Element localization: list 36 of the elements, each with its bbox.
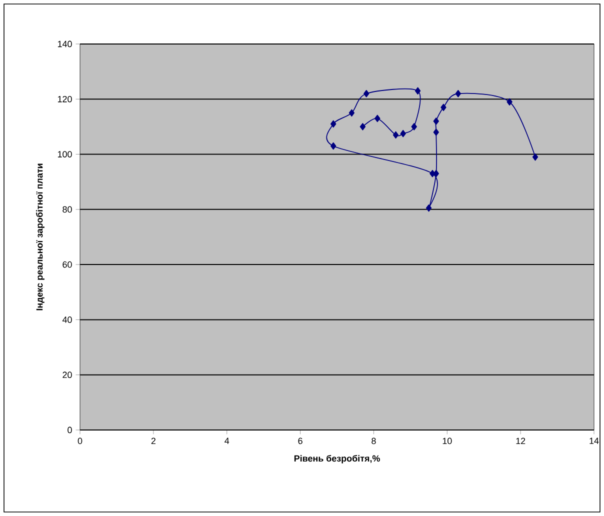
point bbox=[426, 204, 432, 212]
x-tick-label: 6 bbox=[298, 438, 302, 444]
point bbox=[348, 109, 355, 117]
y-tick-label: 100 bbox=[58, 151, 72, 158]
y-tick-label: 80 bbox=[62, 206, 72, 213]
point bbox=[455, 90, 462, 98]
y-tick-label: 20 bbox=[62, 372, 72, 378]
point bbox=[400, 130, 406, 138]
y-tick-label: 40 bbox=[62, 316, 72, 323]
point bbox=[506, 98, 512, 106]
y-tick-label: 0 bbox=[68, 426, 72, 434]
x-tick-label: 10 bbox=[442, 438, 452, 444]
x-axis-title: Рівень безробітя,% bbox=[294, 454, 380, 464]
point bbox=[433, 118, 439, 125]
point bbox=[440, 104, 446, 112]
point bbox=[360, 123, 366, 130]
point bbox=[392, 131, 399, 139]
point bbox=[364, 90, 370, 98]
point bbox=[430, 170, 436, 178]
x-tick-label: 12 bbox=[516, 438, 526, 444]
y-tick-label: 120 bbox=[58, 96, 72, 102]
y-tick-label: 60 bbox=[62, 261, 72, 268]
x-tick-label: 4 bbox=[224, 438, 230, 444]
x-tick-label: 8 bbox=[372, 438, 376, 444]
point bbox=[532, 153, 538, 161]
point bbox=[411, 123, 417, 130]
x-tick-label: 0 bbox=[78, 438, 82, 444]
x-tick-label: 2 bbox=[151, 438, 156, 444]
y-tick-label: 140 bbox=[58, 40, 72, 48]
point bbox=[414, 87, 421, 94]
point bbox=[330, 120, 336, 128]
point bbox=[433, 128, 439, 136]
point bbox=[374, 114, 380, 122]
x-tick-label: 14 bbox=[590, 438, 599, 444]
y-axis-title: Індекс реальної заробітної плати bbox=[36, 164, 44, 310]
point bbox=[330, 142, 336, 150]
